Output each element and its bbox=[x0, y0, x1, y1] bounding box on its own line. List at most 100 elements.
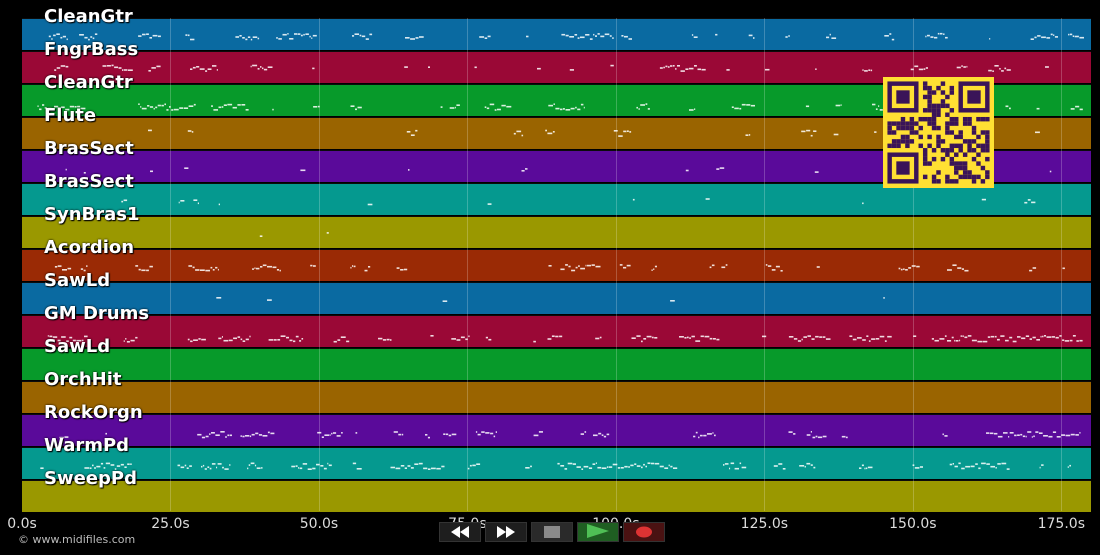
midi-note bbox=[788, 431, 793, 433]
midi-note bbox=[829, 33, 831, 36]
midi-note bbox=[525, 467, 530, 469]
midi-note bbox=[211, 432, 215, 434]
midi-note bbox=[190, 38, 195, 41]
midi-note bbox=[862, 202, 864, 205]
midi-note bbox=[865, 467, 868, 470]
midi-note bbox=[205, 269, 210, 272]
midi-note bbox=[1044, 335, 1046, 337]
track-row[interactable] bbox=[22, 480, 1091, 512]
midi-note bbox=[249, 435, 252, 438]
midi-note bbox=[913, 335, 917, 337]
midi-note bbox=[962, 335, 964, 337]
midi-note bbox=[997, 435, 1003, 438]
midi-note bbox=[77, 105, 81, 108]
track-row[interactable] bbox=[22, 414, 1091, 446]
track-notes bbox=[54, 64, 1049, 72]
track-row[interactable] bbox=[22, 183, 1091, 215]
midi-note bbox=[495, 431, 497, 433]
midi-note bbox=[815, 68, 817, 70]
midi-note bbox=[58, 108, 61, 110]
record-button[interactable] bbox=[623, 522, 665, 542]
midi-note bbox=[103, 467, 106, 469]
rewind-button[interactable] bbox=[439, 522, 481, 542]
fast-forward-button[interactable] bbox=[485, 522, 527, 542]
midi-note bbox=[813, 130, 817, 132]
midi-note bbox=[1079, 339, 1083, 342]
midi-note bbox=[337, 339, 341, 341]
midi-note bbox=[355, 432, 358, 434]
midi-note bbox=[977, 340, 983, 343]
track-row[interactable] bbox=[22, 249, 1091, 281]
midi-note bbox=[216, 466, 218, 469]
midi-note bbox=[225, 436, 227, 438]
midi-note bbox=[166, 109, 169, 111]
midi-note bbox=[694, 65, 697, 67]
track-row[interactable] bbox=[22, 216, 1091, 248]
track-row[interactable] bbox=[22, 282, 1091, 314]
midi-note bbox=[585, 264, 587, 267]
midi-note bbox=[845, 436, 848, 439]
midi-note bbox=[279, 269, 281, 272]
midi-note bbox=[989, 432, 994, 435]
midi-note bbox=[276, 269, 279, 271]
track-row[interactable] bbox=[22, 381, 1091, 413]
midi-note bbox=[180, 466, 185, 469]
midi-note bbox=[945, 36, 948, 39]
track-row[interactable] bbox=[22, 447, 1091, 479]
midi-note bbox=[819, 336, 823, 338]
midi-note bbox=[952, 463, 954, 465]
midi-note bbox=[745, 134, 749, 136]
midi-note bbox=[672, 65, 675, 67]
play-button[interactable] bbox=[577, 522, 619, 542]
midi-note bbox=[966, 65, 968, 68]
midi-note bbox=[254, 267, 256, 269]
track-name-label: OrchHit bbox=[44, 369, 122, 390]
midi-note bbox=[987, 336, 991, 338]
midi-note bbox=[410, 134, 415, 136]
midi-note bbox=[484, 106, 487, 108]
midi-note bbox=[872, 103, 876, 106]
stop-button[interactable] bbox=[531, 522, 573, 542]
track-row[interactable] bbox=[22, 18, 1091, 50]
midi-note bbox=[1046, 336, 1052, 338]
midi-note bbox=[730, 462, 735, 465]
midi-note bbox=[257, 37, 260, 40]
midi-note bbox=[971, 339, 977, 342]
midi-note bbox=[636, 106, 638, 109]
midi-note bbox=[260, 66, 262, 68]
gridline bbox=[912, 18, 914, 511]
track-name-label: FngrBass bbox=[44, 39, 139, 60]
midi-note bbox=[216, 69, 218, 71]
midi-note bbox=[218, 106, 222, 109]
midi-note bbox=[300, 169, 306, 172]
track-row[interactable] bbox=[22, 348, 1091, 380]
track-row[interactable] bbox=[22, 315, 1091, 347]
midi-note bbox=[739, 462, 742, 465]
midi-note bbox=[123, 69, 128, 71]
midi-note bbox=[947, 269, 952, 271]
midi-note bbox=[695, 431, 698, 434]
midi-note bbox=[884, 340, 887, 342]
midi-note bbox=[925, 67, 928, 69]
midi-note bbox=[874, 131, 877, 133]
midi-note bbox=[196, 66, 200, 68]
midi-note bbox=[254, 464, 257, 467]
midi-note bbox=[110, 464, 115, 466]
midi-note bbox=[780, 270, 783, 272]
midi-note bbox=[954, 339, 956, 342]
midi-note bbox=[634, 463, 637, 465]
midi-note bbox=[272, 108, 274, 111]
midi-note bbox=[92, 37, 95, 40]
midi-note bbox=[912, 464, 915, 466]
midi-note bbox=[209, 467, 212, 470]
midi-note bbox=[195, 269, 200, 271]
midi-note bbox=[887, 335, 892, 338]
midi-note bbox=[811, 338, 815, 340]
midi-note bbox=[220, 431, 225, 433]
midi-note bbox=[240, 435, 242, 437]
piano-roll bbox=[22, 18, 1091, 512]
time-tick-label: 175.0s bbox=[1037, 516, 1085, 532]
midi-note bbox=[592, 463, 596, 465]
midi-note bbox=[44, 107, 47, 109]
midi-note bbox=[382, 339, 387, 341]
